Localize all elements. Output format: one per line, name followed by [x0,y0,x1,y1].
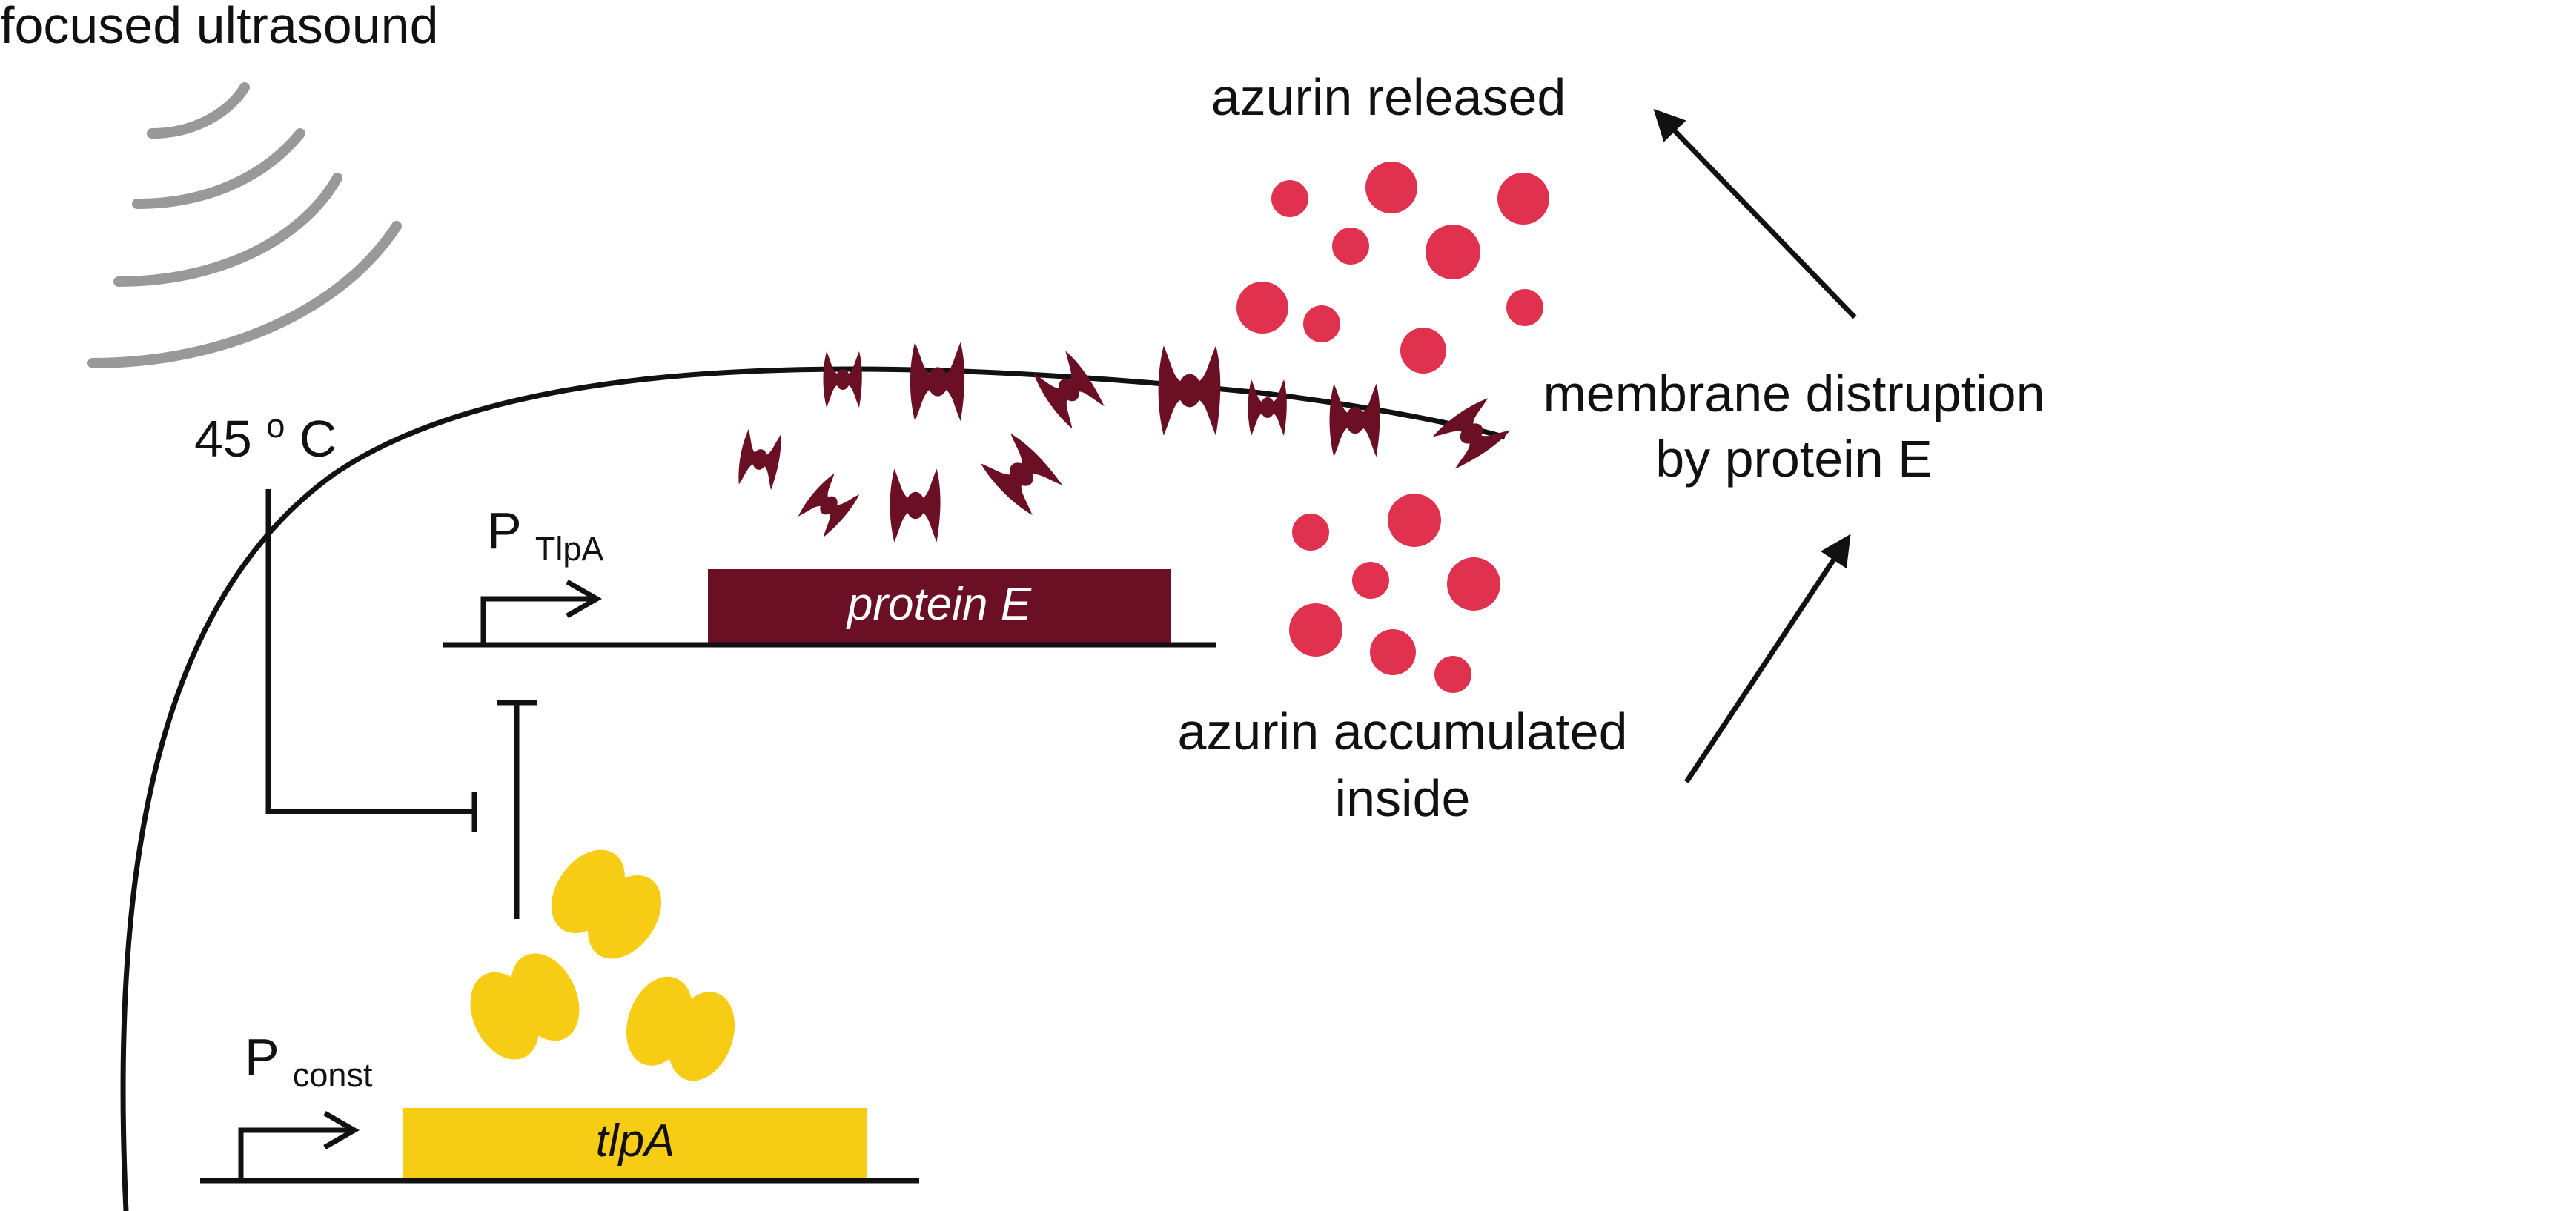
accumulated-arrow [1684,534,1851,783]
temperature-inhibition-line [265,489,474,814]
tlpa-dimer-icon [626,976,735,1081]
azurin-dot-icon [1447,557,1500,611]
azurin-dot-icon [1271,180,1308,217]
protein-e-dimer-icon [980,433,1063,516]
azurin-dot-icon [1370,629,1416,675]
protein-e-group [738,342,1511,543]
protein-e-dimer-icon [823,351,862,408]
azurin-dot-icon [1292,514,1329,551]
azurin-released-label: azurin released [1211,68,1566,126]
protein-e-dimer-icon [1158,345,1221,436]
protein-e-dimer-icon [1248,379,1287,436]
cell-membrane [120,366,1506,1211]
azurin-dot-icon [1434,656,1471,693]
tlpa-dimer-icon [470,953,580,1060]
promoter-const-arrow [238,1110,360,1181]
promoter-tlpa-arrow [480,579,603,645]
focused-ultrasound-label: focused ultrasound [0,0,439,54]
azurin-accumulated-label-line2: inside [1335,769,1471,827]
temperature-unit: C [299,410,337,468]
protein-e-gene [708,569,1171,645]
azurin-dot-icon [1426,225,1480,279]
azurin-dot-icon [1236,282,1288,334]
ultrasound-wave-arc [147,82,250,139]
azurin-dot-icon [1289,603,1342,657]
azurin-dot-icon [1352,562,1389,599]
tlpa-dimer-icon [551,849,662,959]
temperature-label: 45 o C [194,391,337,468]
azurin-dot-icon [1388,494,1441,547]
membrane-disruption-label-line1: membrane distruption [1543,365,2045,422]
azurin-accumulated-label-line1: azurin accumulated [1178,703,1628,760]
protein-e-dimer-icon [890,468,941,543]
ultrasound-wave-arc [132,128,305,209]
protein-e-dimer-icon [738,428,781,491]
temperature-degree: o [266,407,285,445]
azurin-dot-icon [1303,305,1340,342]
tlpa-gene-label: tlpA [596,1115,675,1167]
azurin-dot-icon [1400,328,1446,374]
released-arrow [1653,108,1857,319]
promoter-const-label: P const [245,1028,373,1094]
promoter-tlpa-sub: TlpA [535,530,604,568]
tlpa-gene [403,1108,867,1181]
protein-e-dimer-icon [798,473,860,538]
promoter-const-sub: const [293,1056,373,1094]
ultrasound-wave-arc [113,173,342,287]
ultrasound-wave-arc [87,221,402,368]
azurin-group [1236,162,1549,693]
protein-e-dimer-icon [1329,383,1380,457]
protein-e-dimer-icon [1432,398,1511,469]
azurin-dot-icon [1497,173,1549,225]
ultrasound-wave-icon [87,82,402,368]
promoter-tlpa-main: P [487,502,520,560]
protein-e-dimer-icon [1033,351,1105,429]
azurin-dot-icon [1506,289,1543,326]
protein-e-dimer-icon [910,342,965,422]
azurin-dot-icon [1365,162,1417,213]
temperature-value: 45 [194,410,266,468]
membrane-disruption-label-line2: by protein E [1655,430,1933,488]
promoter-tlpa-label: P TlpA [487,502,603,568]
azurin-dot-icon [1332,228,1369,265]
promoter-const-main: P [245,1028,278,1086]
tlpa-protein-group [470,849,735,1081]
protein-e-gene-label: protein E [846,579,1032,630]
